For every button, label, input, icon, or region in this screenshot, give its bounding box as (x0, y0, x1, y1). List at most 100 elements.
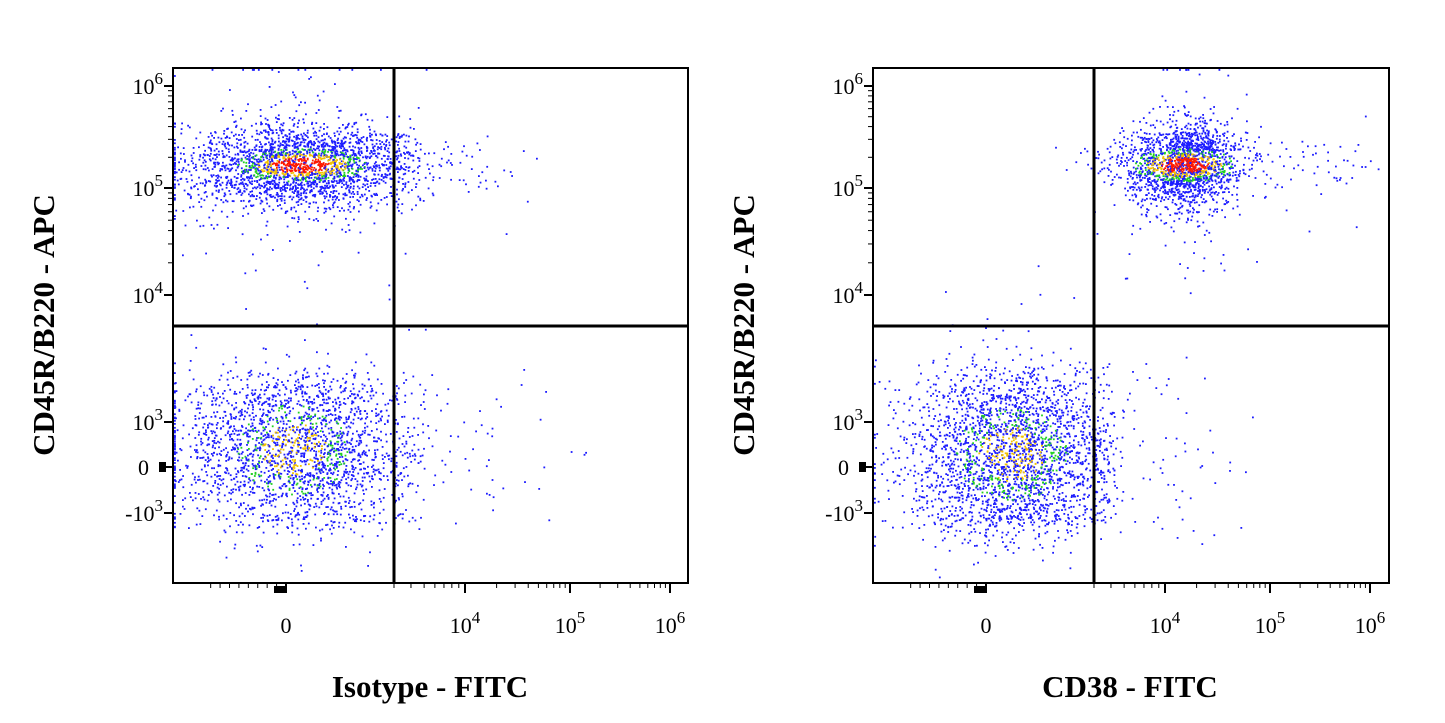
data-point (287, 453, 289, 456)
data-point (267, 160, 269, 162)
data-point (271, 454, 274, 457)
data-point (415, 491, 418, 494)
data-point (380, 157, 383, 160)
data-point (210, 475, 213, 478)
data-point (306, 376, 308, 378)
data-point (286, 225, 289, 228)
data-point (275, 153, 278, 156)
data-point (283, 453, 286, 456)
data-point (354, 518, 357, 521)
data-point (291, 167, 294, 169)
data-point (317, 460, 319, 462)
data-point (338, 483, 341, 486)
data-point (174, 162, 176, 165)
data-point (215, 175, 218, 177)
data-point (347, 397, 349, 400)
data-point (325, 182, 328, 185)
data-point (174, 176, 176, 178)
data-point (308, 429, 311, 432)
data-point (200, 468, 203, 471)
data-point (268, 168, 271, 171)
data-point (350, 192, 353, 195)
data-point (291, 156, 294, 158)
data-point (263, 153, 265, 155)
data-point (308, 417, 310, 420)
data-point (302, 492, 305, 495)
data-point (194, 415, 197, 417)
data-point (295, 370, 298, 373)
data-point (251, 394, 254, 396)
data-point (275, 404, 278, 407)
data-point (324, 144, 327, 147)
data-point (294, 96, 297, 99)
data-point (233, 514, 235, 517)
data-point (233, 447, 236, 449)
data-point (275, 162, 278, 165)
data-point (214, 154, 217, 156)
data-point (340, 444, 343, 446)
data-point (419, 383, 422, 386)
data-point (332, 190, 335, 193)
data-point (263, 164, 265, 167)
data-point (222, 140, 225, 143)
data-point (334, 163, 336, 166)
data-point (218, 446, 220, 449)
data-point (389, 161, 391, 164)
data-point (218, 162, 220, 165)
data-point (181, 169, 184, 171)
data-point (258, 166, 260, 168)
data-point (304, 166, 307, 169)
data-point (329, 385, 332, 388)
data-point (324, 149, 327, 151)
data-point (260, 388, 262, 391)
data-point (349, 395, 352, 398)
data-point (259, 419, 262, 422)
data-point (333, 172, 336, 175)
data-point (300, 167, 303, 170)
data-point (231, 159, 234, 162)
data-point (215, 442, 218, 445)
data-point (332, 471, 335, 474)
data-point (267, 133, 270, 136)
data-point (363, 467, 365, 470)
data-point (248, 162, 251, 164)
data-point (278, 140, 280, 143)
data-point (276, 455, 279, 457)
data-point (390, 460, 393, 463)
data-point (294, 190, 296, 192)
data-point (277, 151, 280, 154)
data-point (376, 403, 379, 406)
data-point (347, 425, 350, 428)
data-point (387, 147, 390, 150)
data-point (174, 487, 176, 489)
data-point (356, 191, 359, 193)
data-point (267, 124, 270, 127)
data-point (240, 179, 243, 181)
data-point (268, 158, 271, 161)
data-point (324, 184, 326, 187)
data-point (241, 512, 244, 515)
data-point (230, 457, 233, 460)
data-point (404, 252, 407, 255)
data-point (356, 180, 359, 183)
data-point (210, 132, 212, 135)
data-point (214, 163, 217, 166)
data-point (330, 506, 333, 509)
data-point (377, 152, 380, 155)
data-point (365, 188, 367, 191)
data-point (193, 167, 195, 169)
data-point (248, 494, 251, 496)
data-point (284, 511, 287, 514)
data-point (341, 442, 344, 445)
data-point (244, 515, 246, 517)
data-point (296, 126, 299, 128)
data-point (207, 438, 210, 441)
data-point (539, 418, 542, 421)
data-point (332, 202, 335, 205)
data-point (267, 449, 270, 452)
data-point (256, 168, 259, 170)
data-point (222, 107, 224, 110)
data-point (294, 167, 297, 170)
data-point (407, 427, 410, 429)
data-point (272, 195, 275, 198)
